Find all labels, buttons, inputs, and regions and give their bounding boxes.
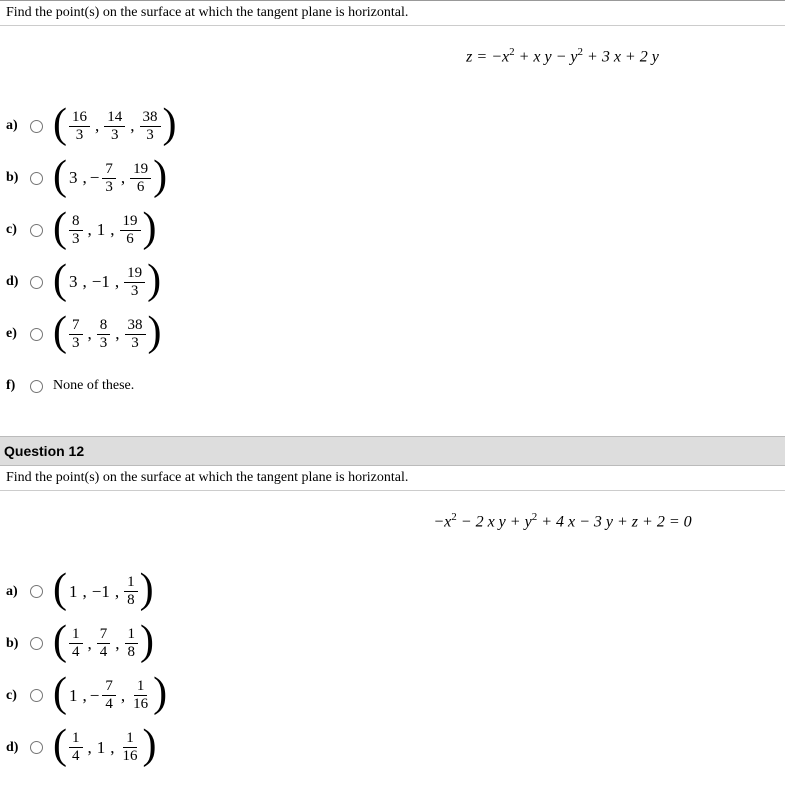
- q11-equation: z = −x2 + x y − y2 + 3 x + 2 y: [0, 26, 785, 86]
- q12-answer-3-radio[interactable]: [30, 741, 43, 754]
- q11-answer-4-label: e): [6, 326, 24, 342]
- q12-header: Question 12: [0, 436, 785, 466]
- q11-prompt: Find the point(s) on the surface at whic…: [0, 0, 785, 26]
- q12-answer-2-radio[interactable]: [30, 689, 43, 702]
- q11-answer-3-radio[interactable]: [30, 276, 43, 289]
- q12-answer-0-label: a): [6, 584, 24, 600]
- q11-answer-2-label: c): [6, 222, 24, 238]
- q11-answer-5-radio[interactable]: [30, 380, 43, 393]
- q11-answer-3-label: d): [6, 274, 24, 290]
- q12-answer-1-label: b): [6, 636, 24, 652]
- q12-answer-0-math: (1,−1,18): [53, 575, 154, 608]
- q11-answer-0-label: a): [6, 118, 24, 134]
- q11-answer-3: d) (3,−1,193): [6, 260, 779, 304]
- q11-answer-3-math: (3,−1,193): [53, 266, 161, 299]
- q11-answer-2-math: (83,1,196): [53, 214, 157, 247]
- q12-answer-2-label: c): [6, 688, 24, 704]
- q12-answer-3: d) (14,1,116): [6, 726, 779, 770]
- q12-answer-3-math: (14,1,116): [53, 731, 157, 764]
- q12-answer-0: a) (1,−1,18): [6, 570, 779, 614]
- q11-answer-1-label: b): [6, 170, 24, 186]
- q11-answer-0-math: (163,143,383): [53, 110, 177, 143]
- q12-prompt: Find the point(s) on the surface at whic…: [0, 466, 785, 491]
- q12-answer-2-math: (1,−74,116): [53, 679, 167, 712]
- q11-answer-5: f) None of these.: [6, 364, 779, 408]
- q12-answer-2: c) (1,−74,116): [6, 674, 779, 718]
- q11-answer-1: b) (3,−73,196): [6, 156, 779, 200]
- q11-answer-2: c) (83,1,196): [6, 208, 779, 252]
- q12-answer-1-radio[interactable]: [30, 637, 43, 650]
- q11-answers: a) (163,143,383) b) (3,−73,196) c) (83,1,196)…: [0, 86, 785, 436]
- q11-answer-4-radio[interactable]: [30, 328, 43, 341]
- q11-answer-2-radio[interactable]: [30, 224, 43, 237]
- q12-answer-3-label: d): [6, 740, 24, 756]
- q12-answer-1-math: (14,74,18): [53, 627, 154, 660]
- q11-answer-1-math: (3,−73,196): [53, 162, 167, 195]
- q11-answer-1-radio[interactable]: [30, 172, 43, 185]
- q11-answer-0-radio[interactable]: [30, 120, 43, 133]
- q12-answer-1: b) (14,74,18): [6, 622, 779, 666]
- q11-answer-5-text: None of these.: [53, 378, 134, 394]
- q12-answers: a) (1,−1,18) b) (14,74,18) c) (1,−74,116) d) (1…: [0, 552, 785, 798]
- q11-answer-5-label: f): [6, 378, 24, 394]
- q11-answer-0: a) (163,143,383): [6, 104, 779, 148]
- q11-answer-4-math: (73,83,383): [53, 318, 162, 351]
- q12-answer-0-radio[interactable]: [30, 585, 43, 598]
- q11-answer-4: e) (73,83,383): [6, 312, 779, 356]
- q12-equation: −x2 − 2 x y + y2 + 4 x − 3 y + z + 2 = 0: [0, 491, 785, 551]
